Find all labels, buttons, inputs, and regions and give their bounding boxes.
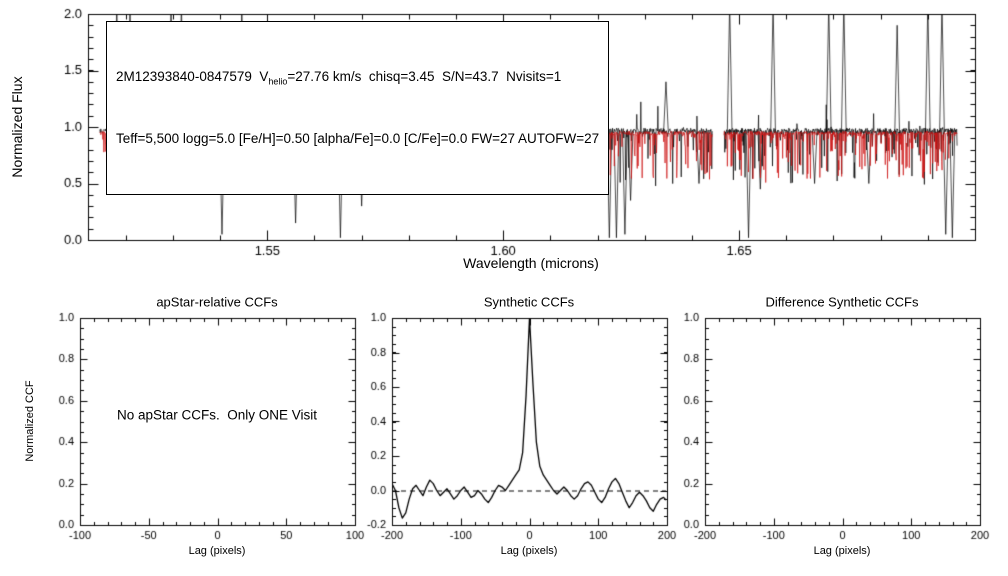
synthetic-ccf-x-axis-label: Lag (pixels): [500, 545, 558, 557]
no-apstar-ccf-annotation: No apStar CCFs. Only ONE Visit: [116, 407, 318, 423]
synthetic-ccf-panel-title: Synthetic CCFs: [483, 294, 575, 310]
header-line-1: 2M12393840-0847579 Vhelio=27.76 km/s chi…: [116, 68, 562, 87]
apstar-ccf-panel-title: apStar-relative CCFs: [156, 294, 278, 310]
ccf-panels-canvas: [0, 285, 1008, 576]
header-line-2: Teff=5,500 logg=5.0 [Fe/H]=0.50 [alpha/F…: [116, 131, 600, 147]
difference-ccf-panel-title: Difference Synthetic CCFs: [765, 294, 919, 310]
spectrum-y-axis-label: Normalized Flux: [9, 76, 25, 178]
spectrum-x-axis-label: Wavelength (microns): [463, 255, 599, 271]
ccf-y-axis-label: Normalized CCF: [24, 380, 36, 462]
apstar-ccf-x-axis-label: Lag (pixels): [188, 545, 246, 557]
difference-ccf-x-axis-label: Lag (pixels): [813, 545, 871, 557]
spectrum-header-box: 2M12393840-0847579 Vhelio=27.76 km/s chi…: [106, 21, 610, 195]
